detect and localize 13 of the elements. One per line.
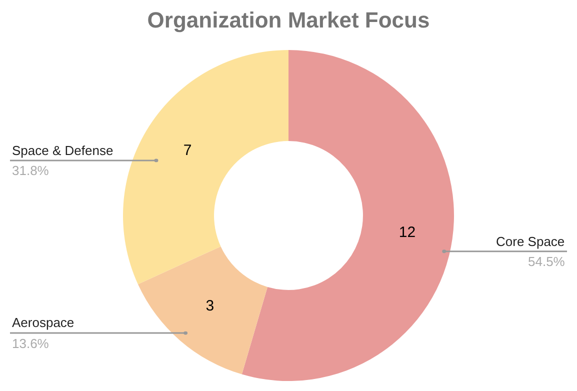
donut-slice — [242, 50, 454, 381]
slice-label: Aerospace — [12, 315, 74, 330]
data-label: 7 — [183, 142, 192, 160]
text: 31.8% — [12, 163, 50, 178]
data-label: 12 — [398, 224, 416, 242]
slice-label: Space & Defense — [12, 143, 114, 158]
chart-title: Organization Market Focus — [147, 7, 430, 32]
text: 13.6% — [12, 336, 50, 351]
slice-label: Core Space — [496, 234, 565, 249]
donut-slice — [123, 50, 288, 284]
text: 54.5% — [528, 254, 566, 269]
data-label: 3 — [206, 298, 214, 315]
donut-slice — [138, 246, 268, 374]
